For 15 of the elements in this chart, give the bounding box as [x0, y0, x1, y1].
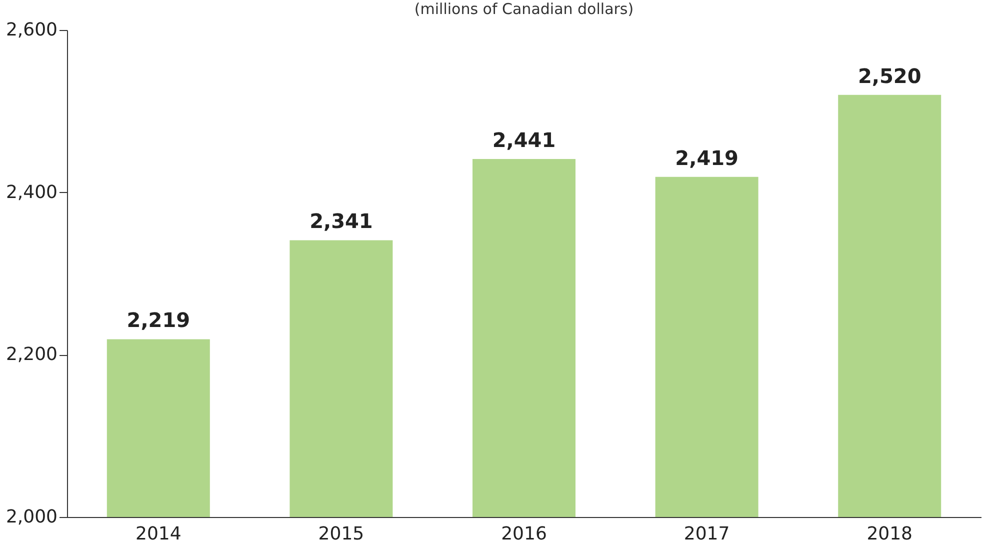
- x-tick-label: 2014: [135, 524, 182, 544]
- data-label: 2,341: [310, 209, 373, 234]
- y-tick-label: 2,400: [6, 182, 58, 203]
- data-label: 2,219: [126, 308, 190, 332]
- y-tick-label: 2,600: [6, 20, 58, 40]
- data-label: 2,520: [858, 64, 922, 88]
- y-tick-label: 2,200: [6, 344, 58, 366]
- x-tick-label: 2017: [684, 524, 730, 544]
- x-tick-label: 2018: [866, 524, 913, 544]
- data-label: 2,441: [492, 128, 556, 152]
- y-tick-label: 2,000: [6, 506, 58, 528]
- chart-subtitle: (millions of Canadian dollars): [414, 0, 634, 18]
- x-tick-label: 2015: [318, 524, 364, 544]
- data-label: 2,419: [675, 146, 738, 170]
- x-tick-label: 2016: [501, 524, 547, 544]
